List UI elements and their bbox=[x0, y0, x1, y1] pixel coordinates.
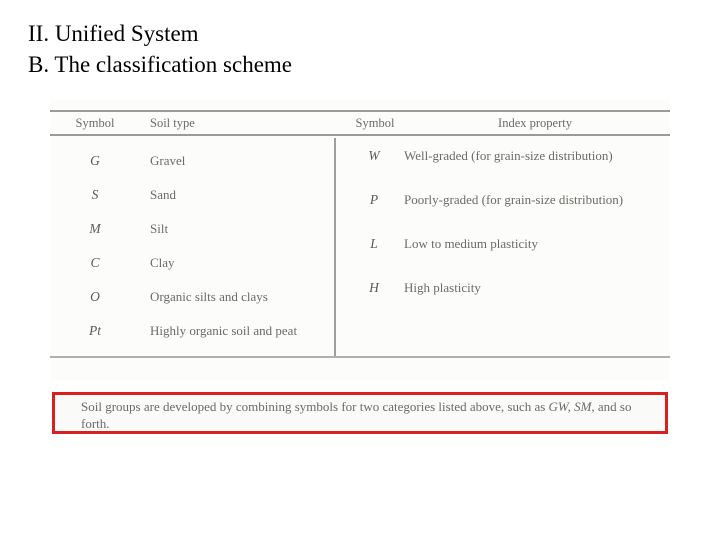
table-row: O Organic silts and clays bbox=[50, 280, 330, 314]
soil-type-cell: Silt bbox=[140, 221, 330, 237]
symbol-cell: M bbox=[50, 221, 140, 237]
note-text-prefix: Soil groups are developed by combining s… bbox=[81, 399, 549, 414]
header-symbol-left: Symbol bbox=[50, 116, 140, 131]
symbol-cell: O bbox=[50, 289, 140, 305]
index-property-cell: Poorly-graded (for grain-size distributi… bbox=[404, 192, 654, 208]
table-header-row: Symbol Soil type Symbol Index property bbox=[50, 110, 670, 136]
heading-line-1: II. Unified System bbox=[28, 18, 720, 49]
symbol-cell: P bbox=[344, 192, 404, 208]
soil-type-cell: Organic silts and clays bbox=[140, 289, 330, 305]
table-row: P Poorly-graded (for grain-size distribu… bbox=[344, 188, 664, 232]
heading-block: II. Unified System B. The classification… bbox=[0, 0, 720, 80]
symbol-cell: W bbox=[344, 148, 404, 164]
table-row: W Well-graded (for grain-size distributi… bbox=[344, 144, 664, 188]
table-left-column: G Gravel S Sand M Silt C Clay O Organic … bbox=[50, 144, 330, 348]
table-vertical-divider bbox=[334, 138, 336, 356]
note-text-italic: GW, SM, bbox=[549, 399, 595, 414]
table-row: G Gravel bbox=[50, 144, 330, 178]
symbol-cell: S bbox=[50, 187, 140, 203]
symbol-cell: H bbox=[344, 280, 404, 296]
soil-type-cell: Clay bbox=[140, 255, 330, 271]
header-soil-type: Soil type bbox=[140, 116, 330, 131]
table-right-column: W Well-graded (for grain-size distributi… bbox=[344, 144, 664, 320]
symbol-cell: C bbox=[50, 255, 140, 271]
index-property-cell: Low to medium plasticity bbox=[404, 236, 654, 252]
symbol-cell: G bbox=[50, 153, 140, 169]
table-row: S Sand bbox=[50, 178, 330, 212]
header-index-property: Index property bbox=[420, 116, 650, 131]
heading-line-2: B. The classification scheme bbox=[28, 49, 720, 80]
symbol-cell: Pt bbox=[50, 323, 140, 339]
soil-type-cell: Highly organic soil and peat bbox=[140, 323, 330, 339]
header-symbol-right: Symbol bbox=[330, 116, 420, 131]
soil-type-cell: Gravel bbox=[140, 153, 330, 169]
index-property-cell: High plasticity bbox=[404, 280, 654, 296]
table-row: C Clay bbox=[50, 246, 330, 280]
classification-table: Symbol Soil type Symbol Index property G… bbox=[50, 100, 670, 380]
table-row: M Silt bbox=[50, 212, 330, 246]
table-row: H High plasticity bbox=[344, 276, 664, 320]
note-highlight-box: Soil groups are developed by combining s… bbox=[52, 392, 668, 434]
soil-type-cell: Sand bbox=[140, 187, 330, 203]
table-row: Pt Highly organic soil and peat bbox=[50, 314, 330, 348]
index-property-cell: Well-graded (for grain-size distribution… bbox=[404, 148, 654, 164]
table-row: L Low to medium plasticity bbox=[344, 232, 664, 276]
table-body: G Gravel S Sand M Silt C Clay O Organic … bbox=[50, 138, 670, 358]
symbol-cell: L bbox=[344, 236, 404, 252]
